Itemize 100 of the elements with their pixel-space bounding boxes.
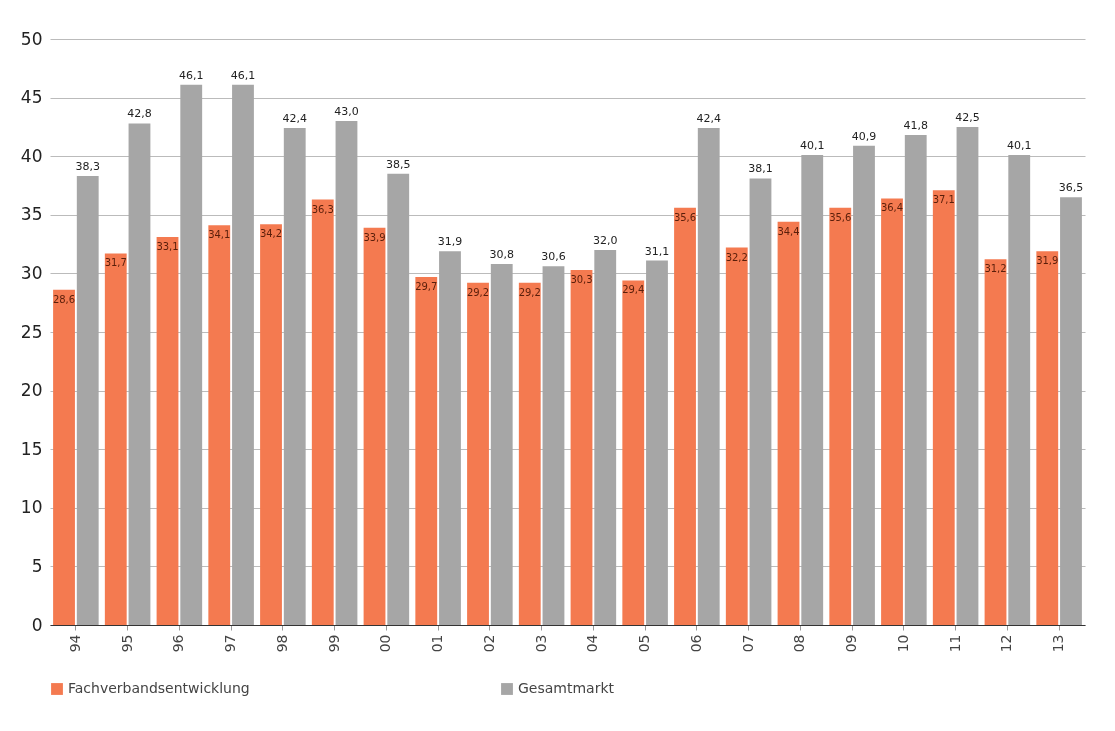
bar bbox=[232, 84, 254, 625]
bar bbox=[180, 84, 203, 625]
data-label: 31,9 bbox=[437, 235, 463, 249]
data-label: 37,1 bbox=[932, 194, 955, 206]
data-label: 29,2 bbox=[466, 286, 490, 298]
data-label: 42,5 bbox=[955, 110, 980, 124]
x-tick-label: 95 bbox=[118, 634, 135, 653]
data-label: 31,2 bbox=[984, 263, 1007, 275]
bar bbox=[1036, 251, 1059, 625]
y-tick-label: 30 bbox=[20, 262, 43, 283]
data-label: 46,1 bbox=[178, 68, 204, 82]
data-label: 30,3 bbox=[570, 273, 593, 285]
data-label: 34,4 bbox=[777, 225, 800, 237]
data-label: 36,5 bbox=[1058, 181, 1084, 195]
bar bbox=[104, 253, 127, 625]
x-tick-label: 10 bbox=[894, 634, 911, 653]
y-tick-label: 0 bbox=[31, 614, 43, 635]
x-tick-label: 07 bbox=[739, 634, 756, 653]
y-tick-label: 35 bbox=[20, 204, 43, 225]
x-tick-label: 00 bbox=[377, 634, 394, 653]
bar bbox=[697, 128, 720, 625]
x-tick-label: 08 bbox=[791, 634, 808, 653]
x-tick-label: 12 bbox=[998, 634, 1015, 653]
legend-label: Fachverbandsentwicklung bbox=[68, 680, 250, 696]
bar bbox=[439, 251, 461, 625]
x-tick-label: 09 bbox=[843, 634, 860, 653]
bar bbox=[335, 121, 358, 625]
x-tick-label: 04 bbox=[584, 634, 601, 653]
data-label: 42,4 bbox=[696, 112, 721, 126]
bar bbox=[956, 126, 979, 625]
bar bbox=[853, 145, 875, 625]
data-label: 29,2 bbox=[518, 286, 541, 298]
data-label: 42,8 bbox=[127, 107, 152, 121]
bar bbox=[777, 221, 800, 625]
data-label: 33,1 bbox=[156, 241, 179, 253]
bar bbox=[570, 269, 593, 625]
data-label: 29,7 bbox=[415, 280, 438, 292]
bar bbox=[387, 173, 410, 625]
x-tick-label: 01 bbox=[429, 634, 446, 653]
bar bbox=[725, 247, 748, 625]
data-label: 33,9 bbox=[363, 231, 386, 243]
bar bbox=[490, 264, 513, 625]
x-tick-label: 94 bbox=[66, 634, 83, 653]
data-label: 40,9 bbox=[851, 129, 877, 143]
data-label: 38,5 bbox=[385, 157, 411, 171]
bar bbox=[283, 128, 306, 625]
bar bbox=[518, 282, 541, 625]
bar bbox=[542, 266, 565, 625]
x-tick-label: 11 bbox=[946, 634, 963, 653]
data-label: 34,1 bbox=[208, 229, 231, 241]
data-label: 41,8 bbox=[903, 119, 928, 133]
x-tick-label: 98 bbox=[273, 634, 290, 653]
data-label: 28,6 bbox=[52, 293, 76, 305]
data-label: 30,6 bbox=[541, 250, 566, 264]
data-label: 43,0 bbox=[334, 105, 359, 119]
bar bbox=[829, 207, 852, 625]
bar bbox=[984, 259, 1007, 625]
data-label: 40,1 bbox=[799, 139, 825, 153]
y-tick-label: 20 bbox=[20, 380, 43, 401]
bar bbox=[415, 276, 438, 625]
data-label: 34,2 bbox=[259, 228, 283, 240]
bar bbox=[260, 224, 282, 625]
data-label: 31,7 bbox=[104, 257, 127, 269]
data-label: 35,6 bbox=[829, 211, 852, 223]
bar bbox=[156, 237, 179, 625]
bar bbox=[594, 249, 617, 625]
bar bbox=[128, 123, 151, 625]
bar bbox=[467, 282, 489, 625]
data-label: 29,4 bbox=[622, 284, 645, 296]
bar bbox=[674, 207, 696, 625]
x-tick-label: 99 bbox=[325, 634, 342, 653]
y-tick-label: 15 bbox=[20, 438, 43, 459]
data-label: 38,1 bbox=[748, 162, 773, 176]
bar bbox=[749, 178, 772, 625]
x-tick-label: 05 bbox=[636, 634, 653, 653]
bar bbox=[932, 190, 955, 625]
x-tick-label: 02 bbox=[480, 634, 497, 653]
data-label: 30,8 bbox=[489, 248, 514, 262]
bar bbox=[904, 135, 927, 625]
bar bbox=[311, 199, 334, 625]
y-tick-label: 40 bbox=[20, 145, 43, 166]
data-label: 36,4 bbox=[880, 202, 904, 214]
data-label: 38,3 bbox=[75, 160, 100, 174]
data-label: 46,1 bbox=[230, 68, 256, 82]
data-label: 32,2 bbox=[725, 251, 748, 263]
bar bbox=[622, 280, 645, 625]
x-tick-label: 96 bbox=[170, 634, 187, 653]
bar bbox=[881, 198, 903, 625]
y-tick-label: 25 bbox=[20, 321, 43, 342]
data-label: 35,6 bbox=[673, 211, 697, 223]
bar bbox=[53, 289, 75, 625]
legend-label: Gesamtmarkt bbox=[518, 680, 615, 696]
bar bbox=[1008, 155, 1031, 625]
data-label: 36,3 bbox=[311, 203, 334, 215]
data-label: 31,9 bbox=[1036, 255, 1059, 267]
bar bbox=[646, 260, 668, 625]
x-tick-label: 06 bbox=[687, 634, 704, 653]
y-tick-label: 50 bbox=[20, 28, 43, 49]
bar bbox=[76, 176, 99, 625]
data-label: 31,1 bbox=[644, 244, 670, 258]
